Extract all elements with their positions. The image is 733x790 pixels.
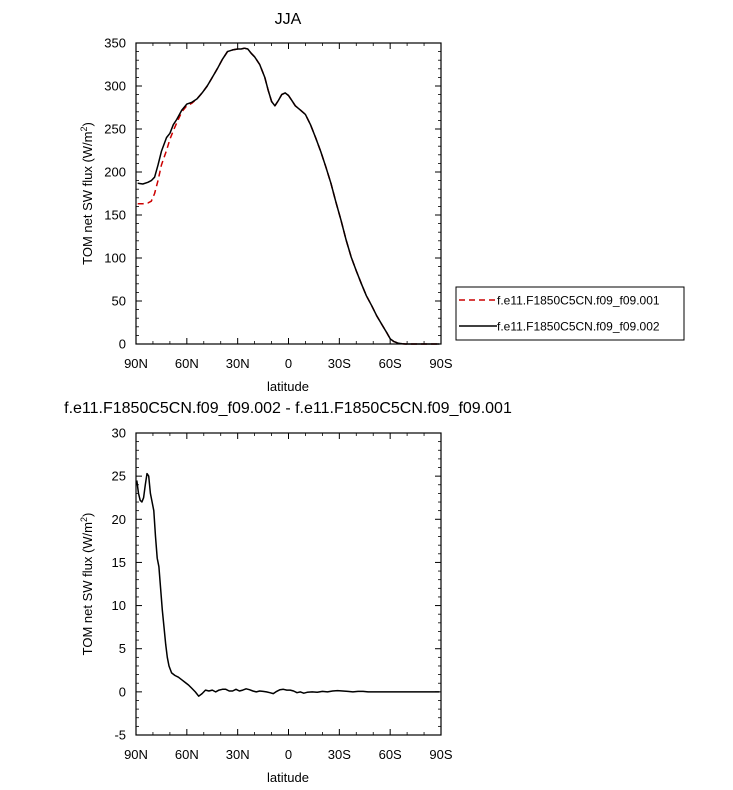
top-chart-curves [137, 47, 440, 345]
top-chart-y-axis-label: TOM net SW flux (W/m2) [79, 122, 95, 265]
y-tick-label: 0 [119, 337, 126, 352]
y-tick-label: 300 [104, 79, 126, 94]
y-tick-label: 30 [112, 426, 126, 441]
top-chart-x-axis-label: latitude [267, 379, 309, 394]
top-chart-frame [135, 42, 442, 345]
y-tick-label: 10 [112, 598, 126, 613]
legend: f.e11.F1850C5CN.f09_f09.001 f.e11.F1850C… [455, 286, 685, 341]
y-tick-label: 25 [112, 469, 126, 484]
top-chart-title: JJA [275, 11, 302, 28]
x-tick-label: 30S [328, 356, 351, 371]
x-tick-label: 60S [379, 747, 402, 762]
bottom-chart: f.e11.F1850C5CN.f09_f09.002 - f.e11.F185… [64, 400, 512, 785]
bottom-chart-ticks [135, 432, 442, 736]
y-tick-label: 5 [119, 641, 126, 656]
legend-label-series-1: f.e11.F1850C5CN.f09_f09.001 [497, 294, 660, 308]
x-tick-label: 30N [226, 356, 250, 371]
x-tick-label: 30N [226, 747, 250, 762]
x-tick-label: 30S [328, 747, 351, 762]
x-tick-label: 60S [379, 356, 402, 371]
top-chart-y-tick-labels: 0 50 100 150 200 250 300 350 [104, 36, 126, 352]
bottom-chart-y-tick-labels: -5 0 5 10 15 20 25 30 [112, 426, 126, 743]
y-tick-label: 150 [104, 208, 126, 223]
x-tick-label: 60N [175, 356, 199, 371]
bottom-chart-series-line-1 [136, 472, 440, 697]
y-tick-label: 100 [104, 251, 126, 266]
x-tick-label: 90N [124, 747, 148, 762]
x-tick-label: 90N [124, 356, 148, 371]
y-tick-label: 50 [112, 294, 126, 309]
bottom-chart-title: f.e11.F1850C5CN.f09_f09.002 - f.e11.F185… [64, 400, 512, 417]
legend-label-series-2: f.e11.F1850C5CN.f09_f09.002 [497, 320, 660, 334]
top-chart-series-line-1 [137, 47, 440, 345]
top-chart-ticks [135, 42, 442, 345]
top-chart: JJA 0 50 100 150 200 250 300 350 90N 60N 30N 0 30S 6… [79, 11, 685, 394]
x-tick-label: 0 [285, 356, 292, 371]
y-tick-label: 0 [119, 684, 126, 699]
x-tick-label: 60N [175, 747, 199, 762]
bottom-chart-curves [136, 472, 440, 697]
y-tick-label: -5 [114, 728, 126, 743]
legend-box [455, 286, 685, 341]
x-tick-label: 0 [285, 747, 292, 762]
bottom-chart-x-axis-label: latitude [267, 770, 309, 785]
y-tick-label: 20 [112, 512, 126, 527]
y-tick-label: 200 [104, 165, 126, 180]
x-tick-label: 90S [429, 356, 452, 371]
x-tick-label: 90S [429, 747, 452, 762]
y-tick-label: 15 [112, 555, 126, 570]
y-tick-label: 350 [104, 36, 126, 51]
bottom-chart-y-axis-label: TOM net SW flux (W/m2) [79, 513, 95, 656]
y-tick-label: 250 [104, 122, 126, 137]
bottom-chart-x-tick-labels: 90N 60N 30N 0 30S 60S 90S [124, 747, 453, 762]
top-chart-series-line-2 [137, 47, 440, 345]
top-chart-x-tick-labels: 90N 60N 30N 0 30S 60S 90S [124, 356, 453, 371]
